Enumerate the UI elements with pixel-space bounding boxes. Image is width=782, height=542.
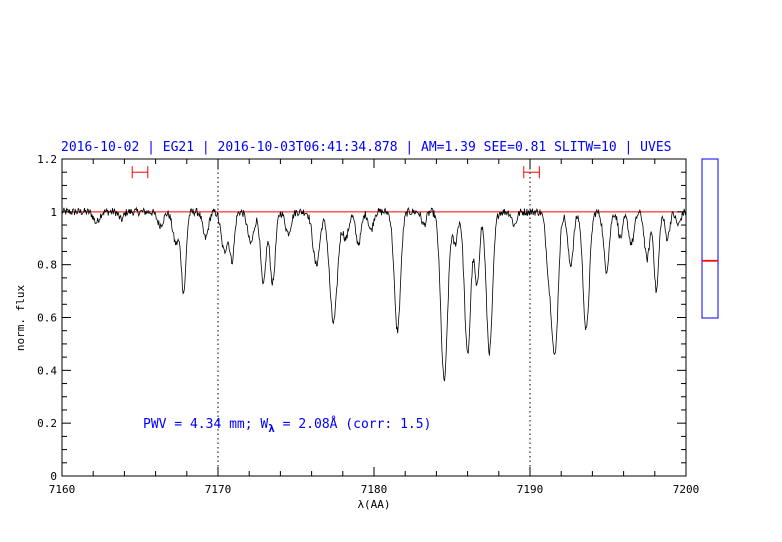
pwv-rest: = 2.08Å (corr: 1.5) — [275, 416, 432, 432]
x-tick-label: 7190 — [517, 483, 544, 496]
y-axis-ticks: 0 0.2 0.4 0.6 0.8 1 1.2 — [37, 153, 686, 483]
y-tick-label: 0.4 — [37, 364, 57, 377]
x-tick-label: 7160 — [49, 483, 76, 496]
y-tick-label: 1 — [50, 206, 57, 219]
pwv-text: PWV = 4.34 mm; W — [143, 417, 268, 432]
y-tick-label: 0 — [50, 470, 57, 483]
reference-lines — [217, 159, 531, 476]
x-tick-label: 7200 — [673, 483, 700, 496]
y-tick-label: 0.2 — [37, 417, 57, 430]
plot-area: 7160 7170 7180 7190 7200 0 0.2 0.4 0.6 0.8 1 1.2 — [37, 153, 699, 496]
side-panel — [701, 158, 719, 319]
spectrum-line — [61, 206, 687, 382]
chart-title: 2016-10-02 | EG21 | 2016-10-03T06:41:34.… — [61, 140, 671, 155]
y-axis-label: norm. flux — [14, 285, 27, 352]
y-tick-label: 1.2 — [37, 153, 57, 166]
x-tick-label: 7180 — [361, 483, 388, 496]
x-axis-label: λ(AA) — [357, 498, 390, 511]
pwv-annotation: PWV = 4.34 mm; Wλ = 2.08Å (corr: 1.5) — [143, 416, 431, 435]
pwv-subscript: λ — [268, 422, 275, 435]
x-axis-ticks: 7160 7170 7180 7190 7200 — [49, 159, 700, 496]
y-tick-label: 0.6 — [37, 312, 57, 325]
y-tick-label: 0.8 — [37, 259, 57, 272]
side-panel-markers — [702, 259, 718, 262]
continuum-windows — [131, 166, 540, 179]
x-tick-label: 7170 — [205, 483, 232, 496]
side-panel-frame — [701, 158, 719, 319]
